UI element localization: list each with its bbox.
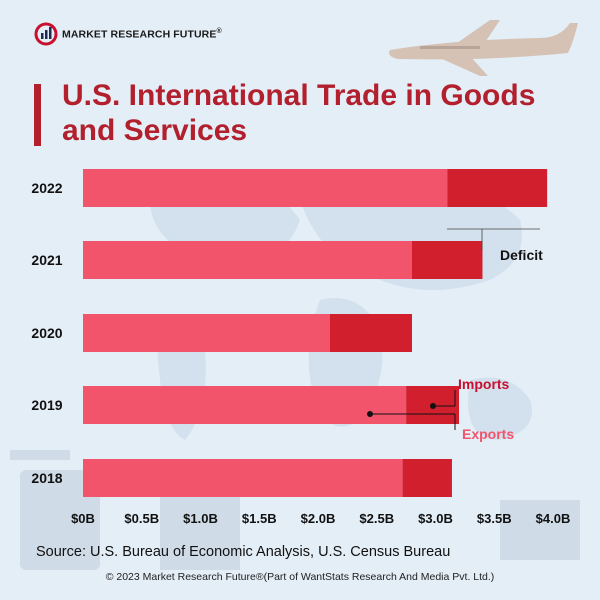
x-tick-label: $2.5B bbox=[359, 511, 394, 526]
deficit-label: Deficit bbox=[500, 247, 543, 263]
bar-exports bbox=[83, 241, 412, 279]
bar-exports bbox=[83, 459, 403, 497]
x-tick-label: $1.0B bbox=[183, 511, 218, 526]
bar-exports bbox=[83, 169, 448, 207]
brand-name: MARKET RESEARCH FUTURE® bbox=[62, 27, 222, 41]
bar-deficit bbox=[402, 459, 452, 497]
x-tick-label: $3.0B bbox=[418, 511, 453, 526]
bar-exports bbox=[83, 386, 407, 424]
brand-logo: MARKET RESEARCH FUTURE® bbox=[34, 22, 222, 46]
year-label: 2020 bbox=[31, 325, 62, 341]
x-tick-label: $4.0B bbox=[536, 511, 571, 526]
x-tick-label: $0.5B bbox=[124, 511, 159, 526]
year-label: 2019 bbox=[31, 397, 62, 413]
imports-label: Imports bbox=[458, 376, 510, 392]
copyright-note: © 2023 Market Research Future®(Part of W… bbox=[105, 571, 495, 583]
x-tick-label: $1.5B bbox=[242, 511, 277, 526]
bar-exports bbox=[83, 314, 330, 352]
x-tick-label: $0B bbox=[71, 511, 95, 526]
year-label: 2021 bbox=[31, 252, 62, 268]
year-label: 2022 bbox=[31, 180, 62, 196]
exports-label: Exports bbox=[462, 426, 514, 442]
source-note: Source: U.S. Bureau of Economic Analysis… bbox=[36, 544, 451, 560]
bar-deficit bbox=[412, 241, 483, 279]
bar-deficit bbox=[447, 169, 548, 207]
x-tick-label: $3.5B bbox=[477, 511, 512, 526]
chart-title: U.S. International Trade in Goods and Se… bbox=[62, 79, 536, 147]
airplane-icon bbox=[389, 20, 578, 76]
title-accent-bar bbox=[34, 84, 41, 146]
x-tick-label: $2.0B bbox=[301, 511, 336, 526]
bar-deficit bbox=[329, 314, 412, 352]
year-label: 2018 bbox=[31, 470, 62, 486]
logo-icon bbox=[34, 22, 58, 46]
